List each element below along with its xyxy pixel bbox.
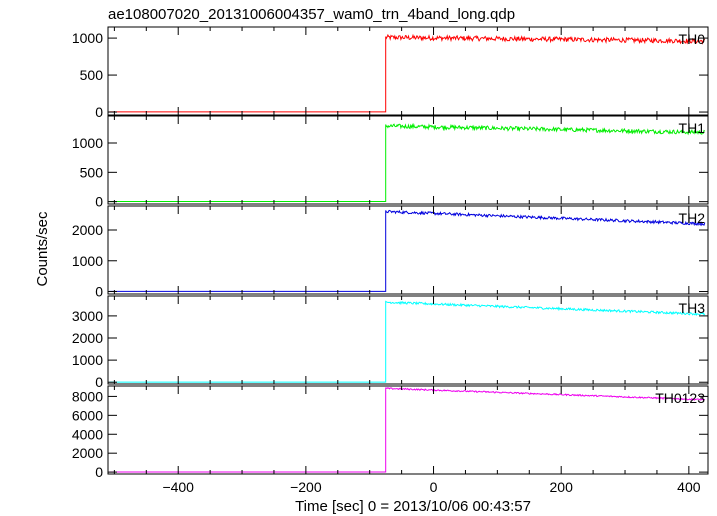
y-tick-label-th1: 1000 (72, 135, 103, 151)
y-tick-label-th2: 0 (95, 284, 103, 300)
series-line-th1 (109, 122, 706, 202)
panel-frame-th3 (107, 295, 709, 385)
y-tick-label-th2: 1000 (72, 253, 103, 269)
y-tick-label-th0: 500 (80, 67, 104, 83)
chart-title: ae108007020_20131006004357_wam0_trn_4ban… (108, 6, 515, 23)
y-tick-label-th0123: 6000 (72, 407, 103, 423)
y-tick-label-th0123: 2000 (72, 445, 103, 461)
x-tick-label: 400 (677, 479, 701, 495)
panel-frame-th0123 (107, 385, 709, 475)
y-tick-label-th0: 0 (95, 104, 103, 120)
series-line-th0123 (109, 387, 705, 473)
y-tick-label-th0123: 4000 (72, 426, 103, 442)
panel-frame-th0 (107, 26, 709, 116)
x-tick-label: −400 (162, 479, 194, 495)
y-tick-label-th3: 3000 (72, 308, 103, 324)
series-line-th0 (109, 33, 706, 113)
x-tick-label: 200 (550, 479, 574, 495)
y-axis-title: Counts/sec (34, 211, 51, 287)
y-tick-label-th3: 1000 (72, 352, 103, 368)
y-tick-label-th0: 1000 (72, 30, 103, 46)
panel-frame-th1 (107, 115, 709, 205)
y-tick-label-th2: 2000 (72, 222, 103, 238)
panel-frame-th2 (107, 205, 709, 295)
series-line-th2 (109, 209, 706, 292)
y-tick-label-th1: 500 (80, 164, 104, 180)
x-axis-title: Time [sec] 0 = 2013/10/06 00:43:57 (295, 498, 531, 515)
panel-label-th0123: TH0123 (655, 390, 705, 406)
x-tick-label: −200 (290, 479, 322, 495)
series-line-th3 (109, 300, 706, 383)
panel-label-th0: TH0 (679, 31, 706, 47)
panel-label-th2: TH2 (679, 210, 706, 226)
y-tick-label-th0123: 8000 (72, 388, 103, 404)
y-tick-label-th1: 0 (95, 194, 103, 210)
y-tick-label-th3: 2000 (72, 330, 103, 346)
panel-label-th3: TH3 (679, 300, 706, 316)
y-tick-label-th3: 0 (95, 374, 103, 390)
x-tick-label: 0 (430, 479, 438, 495)
y-tick-label-th0123: 0 (95, 464, 103, 480)
panel-label-th1: TH1 (679, 120, 706, 136)
